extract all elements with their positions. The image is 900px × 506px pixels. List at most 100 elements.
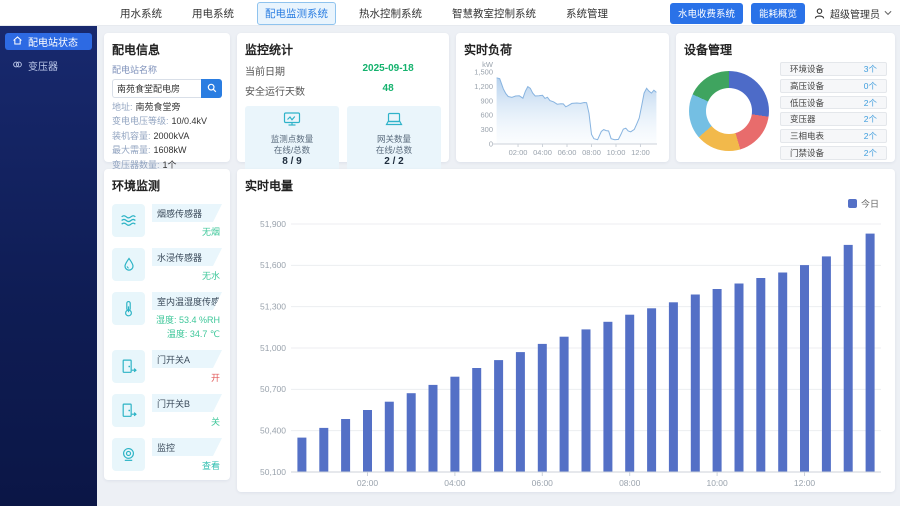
- current-date-value: 2025-09-18: [362, 63, 414, 74]
- env-status: 开: [210, 373, 220, 383]
- search-icon: [207, 81, 217, 96]
- panel-title: 配电信息: [112, 43, 161, 57]
- svg-text:51,900: 51,900: [260, 219, 286, 229]
- realtime-energy-chart: 50,100 50,400 50,700 51,000 51,300 51,600 51,9…: [260, 219, 881, 488]
- panel-title: 设备管理: [684, 43, 733, 57]
- header-actions: 水电收费系统 能耗概览 超级管理员: [669, 0, 892, 26]
- energy-legend: 今日: [847, 197, 879, 210]
- tab-system-management[interactable]: 系统管理: [566, 7, 608, 20]
- legend-swatch-today: [847, 199, 857, 208]
- distribution-info-panel: 配电信息 配电站名称 地址:南苑食堂旁 变电电压等级:10/0.4kV 装机容量…: [104, 33, 230, 170]
- env-row-temp-humidity: 室内温湿度传感器 湿度: 53.4 %RH 温度: 34.7 ℃: [112, 292, 222, 340]
- camera-icon: [112, 438, 145, 471]
- info-field-max-demand: 最大需量: 1608kW: [112, 145, 187, 155]
- env-status-temperature: 温度: 34.7 ℃: [166, 329, 220, 339]
- water-sensor-icon: [112, 248, 145, 281]
- gateway-value: 2 / 2: [384, 156, 404, 167]
- safe-days-value: 48: [382, 83, 394, 94]
- tab-hot-water-control[interactable]: 热水控制系统: [359, 7, 422, 20]
- env-status: 关: [210, 417, 220, 427]
- current-date-row: 当前日期 2025-09-18: [245, 63, 441, 78]
- env-name: 水浸传感器: [152, 248, 222, 266]
- device-row-low-voltage: 低压设备 2个: [780, 95, 887, 110]
- svg-text:10:00: 10:00: [706, 478, 728, 488]
- env-status: 无烟: [201, 227, 220, 237]
- svg-text:0: 0: [489, 140, 493, 149]
- energy-overview-button[interactable]: 能耗概览: [750, 2, 805, 24]
- camera-view-link[interactable]: 查看: [201, 461, 220, 471]
- user-icon: [813, 7, 826, 20]
- panel-title: 环境监测: [112, 179, 161, 193]
- tab-smart-classroom[interactable]: 智慧教室控制系统: [452, 7, 536, 20]
- sidebar-item-label: 配电站状态: [28, 38, 78, 49]
- svg-text:kW: kW: [482, 60, 494, 69]
- env-monitor-panel: 环境监测 烟感传感器 无烟 水浸传感器 无水 室内温湿度传感器 湿度: 53.4…: [104, 169, 230, 480]
- user-menu[interactable]: 超级管理员: [813, 6, 892, 21]
- svg-text:12:00: 12:00: [794, 478, 816, 488]
- home-icon: [12, 35, 23, 49]
- svg-text:51,000: 51,000: [260, 343, 286, 353]
- svg-text:02:00: 02:00: [509, 148, 528, 157]
- device-mgmt-panel: 设备管理 环境设备 3个 高压设备 0个 低压设备 2个 变压器 2个 三相电表 2个 门…: [676, 33, 895, 162]
- env-name: 室内温湿度传感器: [152, 292, 222, 310]
- device-row-transformer: 变压器 2个: [780, 112, 887, 127]
- monitor-chart-icon: [283, 112, 301, 133]
- env-name: 门开关A: [152, 350, 222, 368]
- device-legend: 环境设备 3个 高压设备 0个 低压设备 2个 变压器 2个 三相电表 2个 门禁设备 2个: [780, 62, 887, 160]
- panel-title: 监控统计: [245, 43, 294, 57]
- panel-title: 实时电量: [245, 179, 294, 193]
- top-header: 用水系统 用电系统 配电监测系统 热水控制系统 智慧教室控制系统 系统管理 水电…: [0, 0, 900, 26]
- svg-text:12:00: 12:00: [631, 148, 650, 157]
- realtime-load-panel: 实时负荷 0 300 600 900 1,200 1,500 kW 02:00 04:00 06:…: [456, 33, 669, 162]
- monitoring-points-card: 监测点数量 在线/总数 8 / 9: [245, 106, 339, 171]
- svg-text:10:00: 10:00: [607, 148, 626, 157]
- svg-text:50,700: 50,700: [260, 384, 286, 394]
- svg-text:1,200: 1,200: [474, 82, 493, 91]
- safe-days-row: 安全运行天数 48: [245, 83, 441, 98]
- svg-text:50,400: 50,400: [260, 425, 286, 435]
- billing-system-button[interactable]: 水电收费系统: [669, 2, 743, 24]
- door-switch-icon: [112, 350, 145, 383]
- tab-water-system[interactable]: 用水系统: [120, 7, 162, 20]
- tab-electricity-system[interactable]: 用电系统: [192, 7, 234, 20]
- env-row-door-a: 门开关A 开: [112, 350, 222, 384]
- info-field-transformer-count: 变压器数量: 1个: [112, 159, 177, 170]
- realtime-energy-panel: 实时电量 今日 50,100 50,400 50,700 51,000 51,300 51…: [237, 169, 895, 492]
- main-nav-tabs: 用水系统 用电系统 配电监测系统 热水控制系统 智慧教室控制系统 系统管理: [113, 0, 615, 26]
- device-row-three-phase-meter: 三相电表 2个: [780, 129, 887, 143]
- env-status: 无水: [201, 271, 220, 281]
- env-name: 烟感传感器: [152, 204, 222, 222]
- sidebar: 配电站状态 变压器: [0, 26, 97, 506]
- svg-text:04:00: 04:00: [444, 478, 466, 488]
- transformer-icon: [12, 59, 23, 73]
- svg-text:51,300: 51,300: [260, 301, 286, 311]
- sidebar-item-station-status[interactable]: 配电站状态: [5, 33, 92, 50]
- search-button[interactable]: [201, 79, 222, 98]
- svg-text:06:00: 06:00: [558, 148, 577, 157]
- env-row-door-b: 门开关B 关: [112, 394, 222, 428]
- gateway-icon: [385, 112, 403, 133]
- user-name: 超级管理员: [830, 9, 880, 21]
- info-field-address: 地址: 南苑食堂旁: [112, 101, 181, 112]
- svg-text:04:00: 04:00: [533, 148, 552, 157]
- station-search-input[interactable]: [112, 79, 201, 98]
- info-field-installed-capacity: 装机容量: 2000kVA: [112, 130, 190, 141]
- svg-text:600: 600: [480, 111, 493, 120]
- svg-text:08:00: 08:00: [582, 148, 601, 157]
- device-donut-chart: [689, 70, 769, 151]
- svg-text:02:00: 02:00: [357, 478, 379, 488]
- sidebar-item-label: 变压器: [28, 62, 58, 73]
- sidebar-item-transformer[interactable]: 变压器: [5, 57, 92, 74]
- env-status-humidity: 湿度: 53.4 %RH: [155, 315, 220, 325]
- env-name: 监控: [152, 438, 222, 456]
- panel-title: 实时负荷: [464, 43, 513, 57]
- chevron-down-icon: [884, 10, 892, 16]
- env-row-water: 水浸传感器 无水: [112, 248, 222, 282]
- device-row-environment: 环境设备 3个: [780, 62, 887, 76]
- svg-text:06:00: 06:00: [532, 478, 554, 488]
- legend-label-today: 今日: [860, 199, 879, 209]
- station-name-label: 配电站名称: [112, 65, 158, 75]
- tab-distribution-monitoring[interactable]: 配电监测系统: [257, 1, 336, 25]
- device-row-high-voltage: 高压设备 0个: [780, 78, 887, 93]
